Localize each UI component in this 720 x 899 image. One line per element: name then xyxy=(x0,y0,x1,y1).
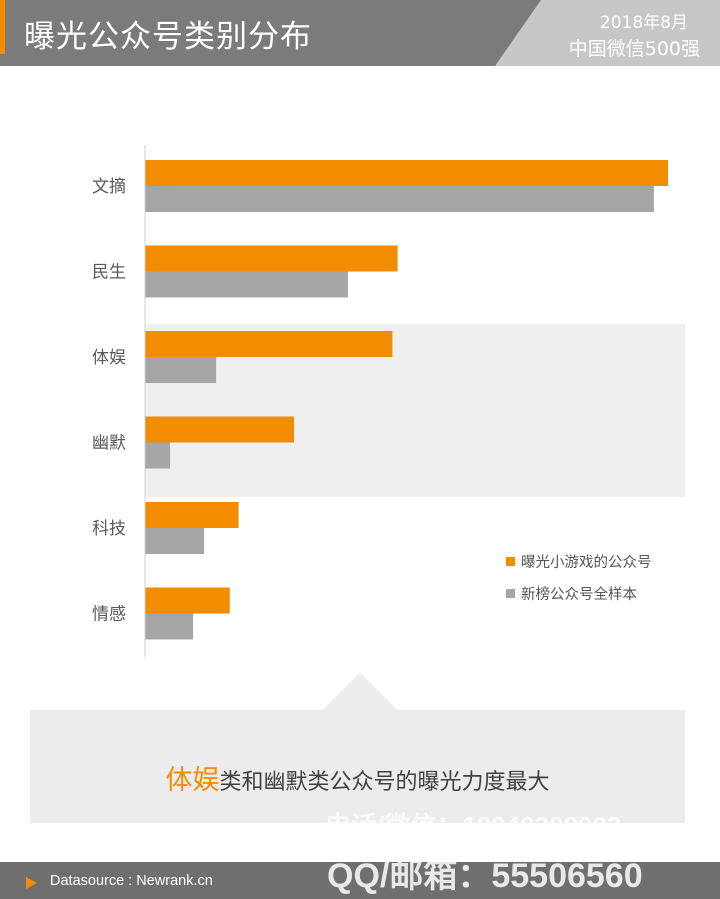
chart-legend: 曝光小游戏的公众号 新榜公众号全样本 xyxy=(506,550,652,614)
play-arrow-icon xyxy=(26,877,37,889)
category-label-1: 民生 xyxy=(92,263,126,283)
legend-swatch-gray xyxy=(506,588,515,598)
legend-item-exposed: 曝光小游戏的公众号 xyxy=(506,550,652,572)
legend-label-all: 新榜公众号全样本 xyxy=(521,586,637,603)
bar-all-4 xyxy=(145,528,205,554)
watermark-phone: 电话/微信：18940288003 xyxy=(325,811,622,841)
bar-all-5 xyxy=(145,613,194,640)
bar-exposed-2 xyxy=(145,331,393,357)
bar-all-2 xyxy=(145,357,217,383)
bar-all-0 xyxy=(145,186,654,212)
category-label-5: 情感 xyxy=(92,605,126,625)
bar-exposed-3 xyxy=(145,416,295,443)
header-accent-stripe xyxy=(0,0,5,54)
callout-highlight: 体娱 xyxy=(165,765,220,796)
header-date: 2018年8月 xyxy=(599,13,688,33)
watermark-qq: QQ/邮箱：55506560 xyxy=(327,857,643,895)
legend-label-exposed: 曝光小游戏的公众号 xyxy=(521,554,652,571)
callout-text: 体娱类和幽默类公众号的曝光力度最大 xyxy=(30,758,685,797)
category-label-3: 幽默 xyxy=(92,434,126,454)
header-bar: 曝光公众号类别分布 2018年8月 中国微信500强 xyxy=(0,0,720,66)
bar-exposed-5 xyxy=(145,587,230,614)
category-label-0: 文摘 xyxy=(92,177,126,197)
bar-exposed-1 xyxy=(145,245,398,272)
callout-body: 类和幽默类公众号的曝光力度最大 xyxy=(219,770,550,795)
data-source: Datasource : Newrank.cn xyxy=(50,873,213,889)
legend-swatch-orange xyxy=(506,556,515,566)
page-title: 曝光公众号类别分布 xyxy=(24,19,312,55)
bar-exposed-4 xyxy=(145,502,239,528)
callout-pointer xyxy=(323,673,397,710)
bar-exposed-0 xyxy=(145,160,668,186)
bar-all-3 xyxy=(145,442,171,469)
category-label-4: 科技 xyxy=(92,519,126,539)
footer-bar: Datasource : Newrank.cn xyxy=(0,862,720,899)
category-label-2: 体娱 xyxy=(92,348,126,368)
bar-all-1 xyxy=(145,271,348,298)
callout-box: 体娱类和幽默类公众号的曝光力度最大 xyxy=(30,710,685,823)
legend-item-all: 新榜公众号全样本 xyxy=(506,582,652,604)
header-subtitle: 中国微信500强 xyxy=(568,38,700,60)
